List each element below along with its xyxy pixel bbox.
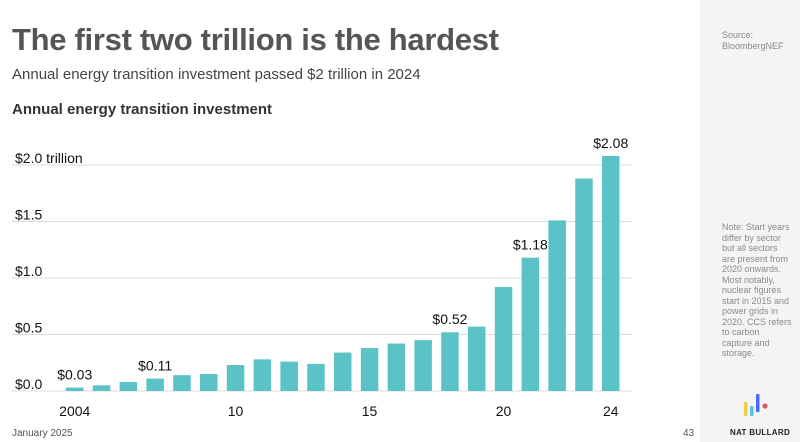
y-tick-label: $0.5 xyxy=(15,320,42,336)
x-tick-label-2024: 24 xyxy=(603,403,619,419)
footnote: Note: Start years differ by sector but a… xyxy=(722,222,792,358)
brand-name: NAT BULLARD xyxy=(730,428,791,437)
sidebar xyxy=(700,0,800,442)
y-tick-label: $1.0 xyxy=(15,263,42,279)
bar-2005 xyxy=(92,385,111,391)
bar-2007 xyxy=(146,378,164,391)
bar-2013 xyxy=(307,363,325,391)
page-subtitle: Annual energy transition investment pass… xyxy=(12,66,421,83)
data-label-2004: $0.03 xyxy=(57,367,92,383)
bar-2008 xyxy=(173,375,191,391)
footer-date: January 2025 xyxy=(12,428,73,439)
logo-bar-cyan xyxy=(750,406,754,416)
bar-2014 xyxy=(334,352,352,391)
bar-2009 xyxy=(200,374,218,391)
bar-2004 xyxy=(66,387,84,391)
logo-dot-red xyxy=(762,403,768,409)
page-title: The first two trillion is the hardest xyxy=(12,22,499,57)
slide-main: The first two trillion is the hardest An… xyxy=(12,22,695,439)
bar-2022 xyxy=(548,220,566,391)
bar-2010 xyxy=(226,365,245,391)
bar-2016 xyxy=(387,343,406,391)
page-number: 43 xyxy=(683,428,695,439)
logo-bar-yellow xyxy=(744,402,748,416)
x-tick-label-2015: 15 xyxy=(362,403,378,419)
bar-2006 xyxy=(119,381,138,391)
data-label-2007: $0.11 xyxy=(138,358,172,374)
y-tick-label: $2.0 trillion xyxy=(15,150,83,166)
x-tick-label-2010: 10 xyxy=(228,403,244,419)
x-tick-label-2004: 2004 xyxy=(59,403,90,419)
bar-2012 xyxy=(280,361,298,391)
y-tick-label: $0.0 xyxy=(15,376,42,392)
data-label-2018: $0.52 xyxy=(432,311,467,327)
bar-2021 xyxy=(521,257,540,391)
bar-2024 xyxy=(602,155,620,391)
chart-title: Annual energy transition investment xyxy=(12,101,273,118)
brand-logo-icon xyxy=(744,394,768,416)
source-note: Source: BloombergNEF xyxy=(722,30,784,51)
x-tick-label-2020: 20 xyxy=(496,403,512,419)
bar-2023 xyxy=(575,178,593,391)
bar-2018 xyxy=(441,332,459,391)
data-label-2021: $1.18 xyxy=(513,237,548,253)
bar-2015 xyxy=(360,348,379,391)
bar-2017 xyxy=(414,340,432,391)
logo-bar-blue xyxy=(756,394,760,412)
bar-chart: $0.0 $0.5 $1.0 $1.5 $2.0 trillion $0.03 $0.11 $… xyxy=(12,135,632,419)
data-label-2024: $2.08 xyxy=(593,135,628,151)
bar-2020 xyxy=(494,287,513,391)
bar-2019 xyxy=(468,326,486,391)
bar-2011 xyxy=(253,359,272,391)
y-tick-label: $1.5 xyxy=(15,207,42,223)
